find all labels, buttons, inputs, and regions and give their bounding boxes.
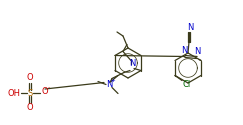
Text: O: O	[27, 104, 33, 112]
Text: -: -	[48, 86, 50, 90]
Text: Cl: Cl	[183, 80, 191, 89]
Text: N: N	[106, 80, 112, 89]
Text: OH: OH	[8, 88, 20, 98]
Text: +: +	[111, 78, 115, 83]
Text: S: S	[27, 88, 33, 98]
Text: O: O	[42, 88, 48, 96]
Text: N: N	[187, 22, 193, 32]
Text: O: O	[27, 74, 33, 82]
Text: N: N	[181, 46, 187, 55]
Text: N: N	[194, 47, 200, 56]
Text: N: N	[129, 59, 135, 68]
